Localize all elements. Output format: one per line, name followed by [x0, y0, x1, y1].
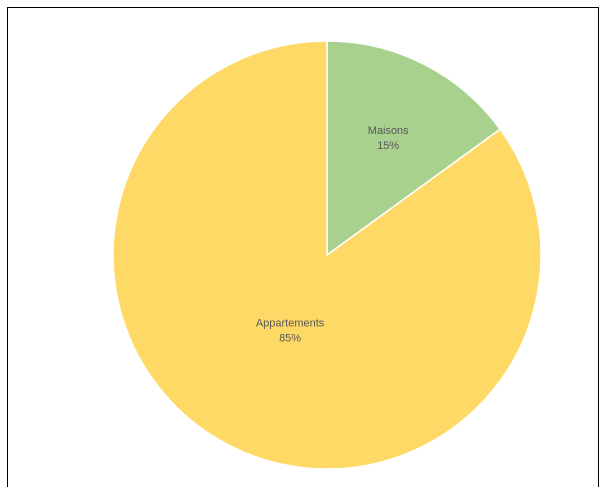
slice-category-label-maisons: Maisons: [368, 125, 409, 137]
slice-percent-label-appartements: 85%: [279, 332, 301, 344]
pie-slice-maisons: [326, 40, 502, 257]
pie-slice-appartements: [112, 40, 542, 470]
slice-percent-label-maisons: 15%: [377, 140, 399, 152]
slice-category-label-appartements: Appartements: [256, 317, 325, 329]
